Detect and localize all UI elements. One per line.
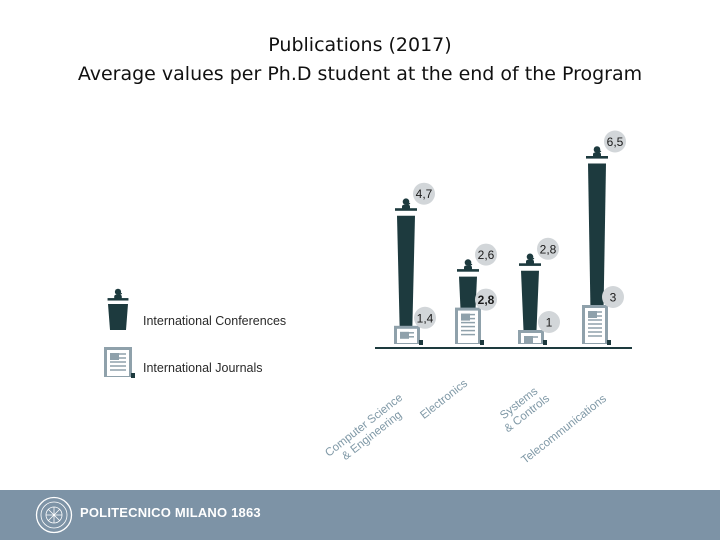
conference-bar	[521, 270, 539, 342]
journal-value-label-bubble	[538, 311, 560, 333]
conference-value-label-bubble	[537, 237, 559, 260]
podium-top	[395, 208, 417, 211]
conference-bar	[397, 215, 415, 342]
category-label-group: Computer Science& Engineering	[323, 392, 405, 463]
podium-top	[107, 298, 129, 301]
journal-value-label: 1	[546, 316, 553, 330]
conference-value-label-bubble	[413, 182, 435, 205]
footer-bar: POLITECNICO MILANO 1863	[0, 490, 720, 540]
journal-value-label-bubble	[602, 286, 624, 308]
microphone	[114, 292, 123, 299]
journal-corner	[543, 340, 547, 345]
podium-top	[586, 156, 608, 159]
journal-corner	[607, 340, 611, 345]
category-label-group: Systems& Controls	[498, 385, 552, 435]
speaker-head	[402, 198, 410, 205]
legend-label-journals: International Journals	[143, 361, 263, 375]
conference-value-label: 2,6	[478, 248, 495, 262]
legend-label-conferences: International Conferences	[143, 314, 286, 328]
journal-image-block	[461, 313, 470, 321]
journal-value-label-bubble	[475, 288, 497, 311]
journal-value-label: 1,4	[417, 311, 434, 325]
microphone	[402, 202, 411, 209]
category-label-group: Electronics	[418, 377, 470, 421]
chart-subtitle: Average values per Ph.D student at the e…	[77, 63, 643, 85]
conference-value-label-bubble	[604, 130, 626, 153]
journal-value-label: 2,8	[478, 293, 495, 307]
legend-conference-swatch	[108, 304, 128, 330]
microphone	[464, 263, 473, 270]
conference-value-label: 4,7	[416, 187, 433, 201]
podium-top	[519, 263, 541, 266]
conference-bar	[588, 163, 606, 342]
institution-name: POLITECNICO MILANO 1863	[80, 505, 261, 520]
chart-area: International Conferences International J…	[104, 130, 632, 466]
conference-value-label: 6,5	[607, 135, 624, 149]
podium-top	[457, 269, 479, 272]
journal-image-block	[400, 331, 409, 339]
category-group: 2,6 2,8 Electronics	[418, 243, 497, 422]
journal-value-label: 3	[610, 291, 617, 305]
category-label: Electronics	[418, 377, 470, 421]
conference-value-label: 2,8	[540, 242, 557, 256]
journal-image-block	[588, 311, 597, 318]
conference-value-label-bubble	[475, 243, 497, 266]
speaker-head	[593, 146, 601, 153]
category-group: 2,8 1 Systems& Controls	[498, 237, 560, 435]
speaker-head	[114, 288, 122, 296]
journal-value-label-bubble	[414, 306, 436, 329]
legend-item-conferences: International Conferences	[107, 288, 286, 330]
politecnico-seal-icon	[35, 496, 73, 534]
chart-title: Publications (2017)	[268, 34, 452, 56]
journal-image-block	[524, 336, 533, 343]
journal-corner	[419, 340, 423, 345]
chart-legend: International Conferences International J…	[104, 288, 286, 378]
journal-corner	[131, 373, 135, 378]
microphone	[526, 257, 535, 264]
microphone	[593, 150, 602, 157]
journal-image-block	[110, 353, 119, 360]
category-group: 4,7 1,4 Computer Science& Engineering	[323, 182, 436, 463]
speaker-head	[464, 259, 472, 266]
legend-item-journals: International Journals	[104, 347, 263, 378]
speaker-head	[526, 253, 534, 261]
journal-corner	[480, 340, 484, 345]
